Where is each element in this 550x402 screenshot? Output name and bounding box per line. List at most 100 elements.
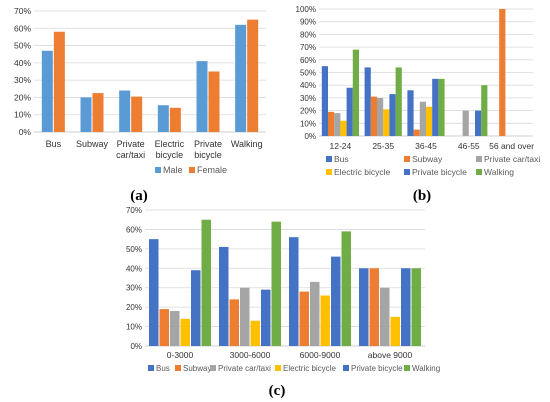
bar-male-private-car-taxi: [119, 90, 131, 132]
legend-label-male: Male: [163, 165, 183, 175]
bar-electric-bicycle-12-24: [340, 120, 347, 136]
bar-private-car-taxi-46-55: [462, 110, 469, 136]
y-tick-label: 60%: [14, 23, 31, 33]
bar-walking-46-55: [481, 85, 488, 136]
bar-bus-0-3000: [149, 239, 159, 346]
x-tick-label: 12-24: [330, 141, 352, 151]
x-tick-label: Bus: [46, 139, 62, 149]
x-tick-label: 0-3000: [167, 350, 194, 360]
bar-private-car-taxi-36-45: [419, 101, 426, 136]
bar-subway-36-45: [413, 129, 420, 136]
bar-walking-25-35: [395, 67, 402, 136]
legend-swatch-bus: [148, 365, 154, 371]
y-tick-label: 40%: [300, 81, 316, 90]
y-tick-label: 80%: [300, 30, 316, 39]
panel-label-c: (c): [269, 383, 286, 399]
bar-private-bicycle-3000-6000: [261, 289, 271, 346]
x-tick-label: bicycle: [156, 150, 184, 160]
bar-bus-above-9000: [359, 268, 369, 346]
bar-private-car-taxi-3000-6000: [240, 287, 250, 346]
x-tick-label: above 9000: [368, 350, 413, 360]
bar-female-electric-bicycle: [169, 107, 181, 132]
x-tick-label: 6000-9000: [300, 350, 341, 360]
bar-private-bicycle-36-45: [432, 78, 439, 136]
bar-bus-12-24: [321, 66, 328, 136]
bar-walking-above-9000: [411, 268, 421, 346]
bar-private-car-taxi-above-9000: [380, 287, 390, 346]
bar-female-private-bicycle: [208, 71, 220, 132]
bar-electric-bicycle-6000-9000: [320, 295, 330, 346]
y-tick-label: 50%: [126, 245, 142, 254]
bar-private-bicycle-46-55: [475, 110, 482, 136]
bar-private-car-taxi-12-24: [334, 113, 341, 136]
bar-subway-3000-6000: [229, 299, 239, 346]
bar-bus-3000-6000: [219, 246, 229, 346]
x-tick-label: 36-45: [415, 141, 437, 151]
bar-walking-0-3000: [201, 219, 211, 346]
bar-electric-bicycle-above-9000: [390, 316, 400, 346]
y-tick-label: 10%: [300, 119, 316, 128]
bar-walking-6000-9000: [341, 231, 351, 346]
legend-swatch-walking: [476, 169, 482, 175]
bar-female-private-car-taxi: [131, 96, 143, 132]
legend-label-subway: Subway: [183, 364, 211, 373]
bar-subway-6000-9000: [299, 291, 309, 346]
bar-subway-56-and-over: [499, 9, 506, 136]
y-tick-label: 0%: [19, 127, 32, 137]
bar-electric-bicycle-36-45: [426, 106, 433, 136]
y-tick-label: 40%: [14, 58, 31, 68]
legend-swatch-male: [155, 167, 161, 173]
y-tick-label: 60%: [300, 56, 316, 65]
y-tick-label: 10%: [14, 110, 31, 120]
legend-swatch-private-bicycle: [404, 169, 410, 175]
legend-label-private-car-taxi: Private car/taxi: [484, 154, 540, 164]
legend-label-female: Female: [197, 165, 227, 175]
legend-label-private-car-taxi: Private car/taxi: [218, 364, 271, 373]
y-tick-label: 20%: [126, 303, 142, 312]
chart-b: 0% 10% 20% 30% 40% 50% 60% 70% 80% 90% 100% 12-24 25…: [296, 5, 541, 177]
y-tick-label: 90%: [300, 18, 316, 27]
bar-electric-bicycle-0-3000: [180, 318, 190, 346]
bar-male-bus: [41, 50, 53, 132]
legend-swatch-private-bicycle: [343, 365, 349, 371]
bar-female-subway: [92, 93, 104, 132]
legend-swatch-electric-bicycle: [275, 365, 281, 371]
bar-female-walking: [247, 19, 259, 133]
bar-bus-6000-9000: [289, 237, 299, 346]
x-tick-label: Walking: [231, 139, 263, 149]
bar-walking-12-24: [352, 49, 359, 136]
legend-label-bus: Bus: [156, 364, 170, 373]
legend-swatch-private-car-taxi: [476, 156, 482, 162]
bar-female-bus: [53, 31, 65, 132]
y-tick-label: 40%: [126, 264, 142, 273]
legend-label-private-bicycle: Private bicycle: [351, 364, 403, 373]
legend-swatch-subway: [404, 156, 410, 162]
bar-male-electric-bicycle: [157, 105, 169, 132]
y-tick-label: 50%: [300, 69, 316, 78]
bar-male-private-bicycle: [196, 61, 208, 132]
x-tick-label: 46-55: [458, 141, 480, 151]
bar-private-bicycle-6000-9000: [331, 256, 341, 346]
bar-bus-25-35: [364, 67, 371, 136]
bar-male-walking: [235, 24, 247, 133]
legend-label-electric-bicycle: Electric bicycle: [283, 364, 336, 373]
chart-a: 0%10%20%30%40%50%60%70%Bus Subway Privatec…: [14, 6, 266, 175]
y-tick-label: 20%: [14, 92, 31, 102]
legend-label-private-bicycle: Private bicycle: [412, 167, 467, 177]
bar-private-car-taxi-0-3000: [170, 311, 180, 346]
legend-swatch-subway: [175, 365, 181, 371]
legend-swatch-female: [189, 167, 195, 173]
legend-label-walking: Walking: [412, 364, 440, 373]
y-tick-label: 50%: [14, 41, 31, 51]
x-tick-label: 25-35: [372, 141, 394, 151]
bar-walking-36-45: [438, 78, 445, 136]
panel-label-b: (b): [413, 188, 431, 204]
y-tick-label: 0%: [304, 132, 316, 141]
bar-private-bicycle-12-24: [346, 87, 353, 136]
bar-male-subway: [80, 97, 92, 132]
bar-private-car-taxi-25-35: [377, 97, 384, 136]
bar-subway-above-9000: [369, 268, 379, 346]
y-tick-label: 30%: [126, 284, 142, 293]
y-tick-label: 100%: [296, 5, 316, 14]
